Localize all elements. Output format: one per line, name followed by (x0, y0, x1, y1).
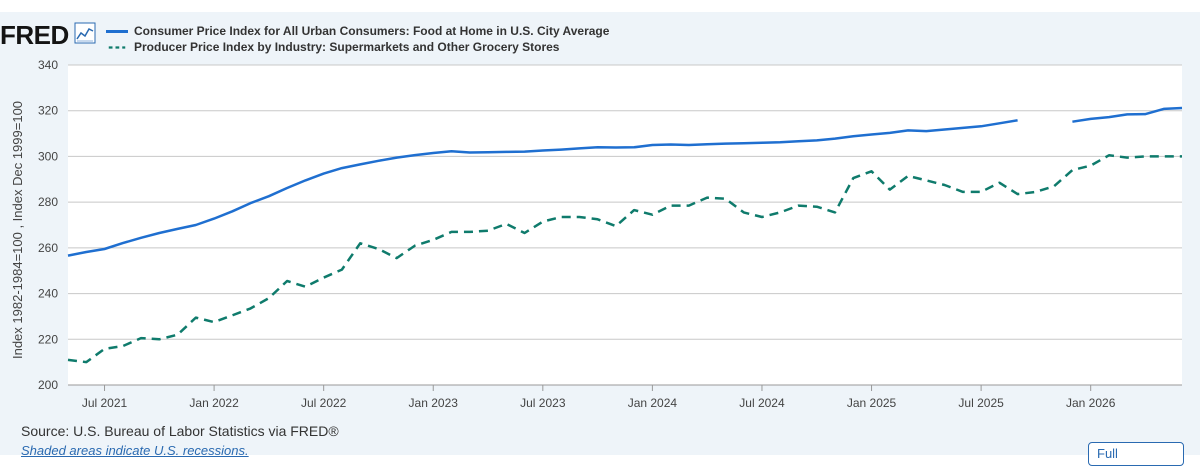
x-tick-label: Jan 2025 (847, 396, 897, 410)
y-tick-label: 260 (38, 241, 58, 255)
y-tick-label: 340 (38, 58, 58, 72)
x-tick-label: Jan 2026 (1066, 396, 1116, 410)
fred-logo[interactable]: FRED (0, 20, 69, 50)
legend-label-cpi: Consumer Price Index for All Urban Consu… (134, 24, 610, 38)
legend-label-ppi: Producer Price Index by Industry: Superm… (134, 40, 560, 54)
y-tick-label: 240 (38, 287, 58, 301)
x-axis: Jul 2021 Jan 2022 Jul 2022 Jan 2023 Jul 2023… (68, 384, 1182, 410)
chart-header: FRED Consumer Price Index for All Urban … (0, 18, 900, 58)
y-tick-label: 320 (38, 104, 58, 118)
series-lines[interactable] (67, 106, 1183, 364)
x-tick-label: Jul 2022 (301, 396, 347, 410)
fullscreen-button[interactable]: Full (1088, 442, 1184, 466)
x-tick-label: Jul 2025 (958, 396, 1004, 410)
grid (68, 64, 1182, 386)
legend-item-ppi[interactable]: Producer Price Index by Industry: Superm… (106, 39, 609, 55)
y-axis: 200 220 240 260 280 300 320 340 (38, 58, 58, 392)
x-tick-label: Jan 2023 (409, 396, 459, 410)
legend-swatch-solid (106, 29, 128, 33)
y-axis-label: Index 1982-1984=100 , Index Dec 1999=100 (10, 101, 25, 359)
legend-item-cpi[interactable]: Consumer Price Index for All Urban Consu… (106, 23, 609, 39)
plot-area (68, 65, 1182, 385)
x-tick-label: Jul 2023 (520, 396, 566, 410)
legend-swatch-dashed (108, 45, 126, 49)
legend: Consumer Price Index for All Urban Consu… (106, 23, 609, 55)
x-tick-label: Jan 2022 (189, 396, 239, 410)
x-tick-label: Jan 2024 (628, 396, 678, 410)
y-tick-label: 200 (38, 378, 58, 392)
y-tick-label: 280 (38, 195, 58, 209)
line-chart: 200 220 240 260 280 300 320 340 Jul 2021 Jan 202… (10, 58, 1183, 410)
line-chart-icon (74, 22, 96, 44)
source-note: Source: U.S. Bureau of Labor Statistics … (21, 423, 339, 439)
recession-note-link[interactable]: Shaded areas indicate U.S. recessions. (21, 443, 249, 458)
x-tick-label: Jul 2024 (739, 396, 785, 410)
y-tick-label: 300 (38, 149, 58, 163)
series-line-ppi[interactable] (67, 154, 1182, 364)
x-tick-label: Jul 2021 (82, 396, 128, 410)
y-tick-label: 220 (38, 332, 58, 346)
series-line-cpi[interactable] (67, 106, 1183, 257)
